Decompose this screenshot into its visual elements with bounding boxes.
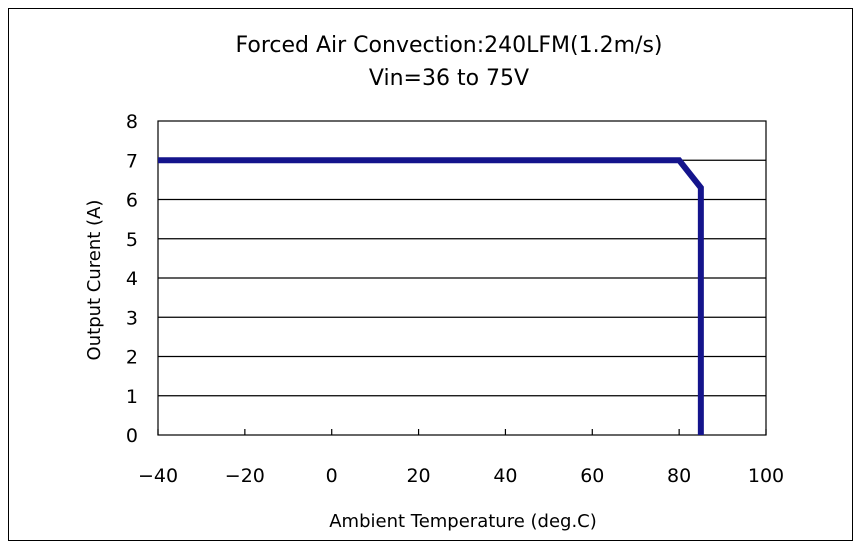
x-tick-label-5: 60 — [580, 465, 604, 487]
y-tick-label-8: 8 — [126, 111, 138, 133]
y-tick-label-7: 7 — [126, 150, 138, 172]
plot-area — [157, 120, 767, 436]
x-tick-marks — [157, 429, 767, 435]
y-tick-label-5: 5 — [126, 229, 138, 251]
x-tick-label-1: −20 — [225, 465, 265, 487]
y-axis-label: Output Curent (A) — [84, 200, 105, 361]
y-tick-labels: 0 1 2 3 4 5 6 7 8 — [126, 111, 138, 447]
grid-lines — [158, 159, 766, 397]
y-tick-label-0: 0 — [126, 425, 138, 447]
chart-title: Forced Air Convection:240LFM(1.2m/s) — [236, 33, 663, 58]
series-layer — [158, 157, 704, 435]
chart-frame — [8, 8, 853, 541]
x-tick-label-0: −40 — [138, 465, 178, 487]
x-tick-label-7: 100 — [748, 465, 784, 487]
x-tick-labels: −40 −20 0 20 40 60 80 100 — [138, 465, 784, 487]
x-tick-label-3: 20 — [406, 465, 430, 487]
series-line-0 — [158, 157, 704, 435]
x-tick-label-6: 80 — [667, 465, 691, 487]
chart-subtitle: Vin=36 to 75V — [369, 66, 529, 91]
x-axis-label: Ambient Temperature (deg.C) — [329, 511, 597, 532]
y-tick-label-1: 1 — [126, 386, 138, 408]
x-tick-label-2: 0 — [326, 465, 338, 487]
y-tick-label-2: 2 — [126, 347, 138, 369]
y-tick-label-4: 4 — [126, 268, 138, 290]
x-tick-label-4: 40 — [493, 465, 517, 487]
y-tick-label-6: 6 — [126, 190, 138, 212]
y-tick-label-3: 3 — [126, 307, 138, 329]
